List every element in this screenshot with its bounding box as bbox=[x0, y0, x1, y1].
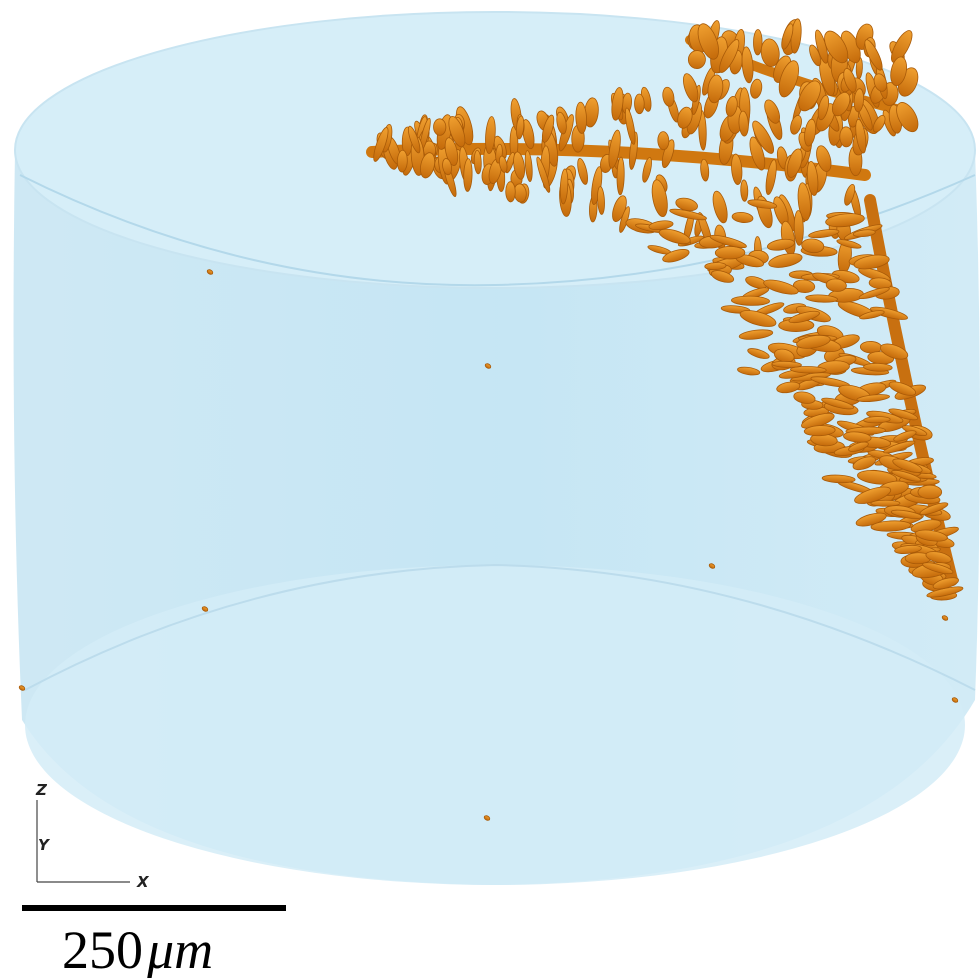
scale-bar: 250μm bbox=[22, 905, 286, 978]
dendrite-arm bbox=[864, 416, 891, 423]
page: Z Y X 250μm (() => { const data = JSON.p… bbox=[0, 0, 980, 978]
scale-number: 250 bbox=[62, 920, 143, 978]
dendrite-arm bbox=[657, 131, 669, 150]
x-label: X bbox=[136, 873, 150, 891]
dendrite-arm bbox=[918, 485, 942, 499]
z-label: Z bbox=[35, 781, 48, 799]
dendrite-arm bbox=[433, 119, 446, 136]
visualization: Z Y X 250μm bbox=[0, 0, 980, 978]
dendrite-arm bbox=[397, 150, 408, 172]
scale-bar-line bbox=[22, 905, 286, 911]
y-label: Y bbox=[38, 836, 51, 854]
scale-unit: μm bbox=[146, 920, 213, 978]
dendrite-arm bbox=[715, 246, 745, 259]
dendrite-arm bbox=[634, 94, 644, 114]
dendrite-arm bbox=[839, 127, 853, 148]
dendrite-arm bbox=[506, 182, 516, 202]
scale-bar-label: 250μm bbox=[62, 920, 213, 978]
